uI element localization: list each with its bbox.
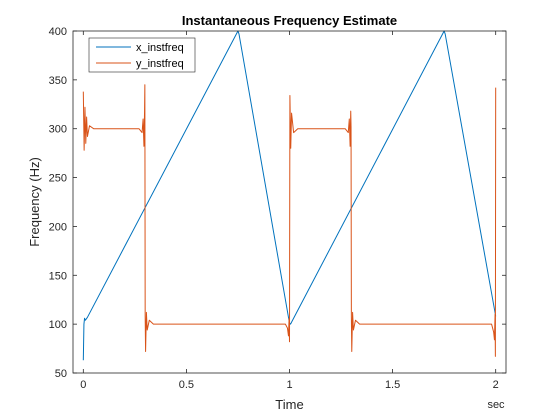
x-tick-label: 0.5 [179,379,194,391]
legend-box [88,37,196,73]
legend-label-y-instfreq: y_instfreq [136,58,184,70]
y-axis-label: Frequency (Hz) [27,157,42,247]
legend-label-x-instfreq: x_instfreq [136,42,184,54]
y-tick-label: 350 [49,75,67,87]
series-layer [82,30,497,361]
y-tick-label: 50 [55,368,67,380]
x-tick-label: 1 [286,379,292,391]
chart-title: Instantaneous Frequency Estimate [182,13,397,28]
y-tick-label: 300 [49,124,67,136]
x-tick-label: 2 [493,379,499,391]
y-tick-label: 200 [49,221,67,233]
x-axis-unit-label: sec [487,399,505,411]
y-tick-label: 400 [49,26,67,38]
series-line-y-instfreq [82,84,497,357]
x-tick-label: 0 [80,379,86,391]
y-tick-label: 150 [49,270,67,282]
legend[interactable]: x_instfreq y_instfreq [88,37,196,73]
x-tick-label: 1.5 [385,379,400,391]
y-tick-label: 250 [49,173,67,185]
y-tick-label: 100 [49,319,67,331]
x-axis-label: Time [275,397,303,412]
series-line-x-instfreq [82,30,497,361]
